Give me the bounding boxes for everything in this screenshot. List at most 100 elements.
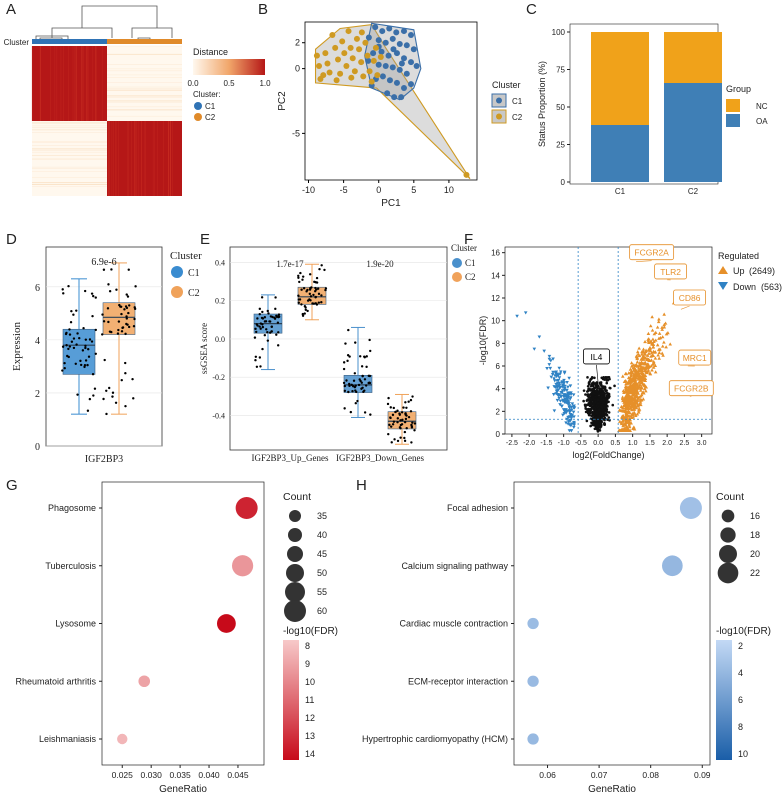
box-c1-0-point bbox=[260, 296, 264, 299]
box-c2-1-point bbox=[413, 429, 416, 432]
pca-point-c1 bbox=[398, 60, 405, 67]
box-c2-1-point bbox=[398, 426, 402, 429]
box-c1-point bbox=[61, 369, 64, 372]
dot-4 bbox=[117, 733, 128, 745]
box-c1-0-point bbox=[277, 331, 280, 334]
box-c1-0-point bbox=[274, 296, 277, 299]
volcano-point-up bbox=[631, 388, 636, 392]
volcano-point-ns bbox=[595, 419, 599, 422]
pca-point-c1 bbox=[386, 77, 393, 84]
cluster-bar-c2 bbox=[107, 39, 182, 44]
volcano-point-ns bbox=[609, 386, 612, 390]
pca-point-c1 bbox=[408, 31, 415, 38]
box-c2-0-point bbox=[314, 296, 317, 299]
dot-3 bbox=[138, 675, 151, 688]
volcano-point-up bbox=[644, 348, 648, 352]
volcano-point-up bbox=[636, 404, 641, 408]
box-c1-point bbox=[67, 347, 70, 351]
box-c2-point bbox=[131, 377, 134, 381]
box-c1-0-point bbox=[276, 344, 280, 347]
volcano-point-ns bbox=[605, 394, 609, 398]
box-c2-1-point bbox=[391, 413, 395, 417]
box-c2-point bbox=[124, 372, 127, 375]
volcano-point-ns bbox=[611, 403, 615, 407]
volcano-point-up bbox=[660, 335, 665, 339]
volcano-point-down bbox=[569, 392, 573, 397]
category-label: Hypertrophic cardiomyopathy (HCM) bbox=[362, 734, 508, 744]
box-c2-0-point bbox=[308, 292, 312, 296]
volcano-point-up bbox=[622, 398, 627, 402]
volcano-point-ns bbox=[582, 389, 586, 392]
volcano-point-ns bbox=[598, 429, 602, 432]
box-c1-0-point bbox=[261, 325, 265, 329]
volcano-point-up bbox=[641, 397, 646, 401]
legend-dot-c1 bbox=[171, 266, 183, 278]
pca-point-c1 bbox=[378, 48, 385, 55]
volcano-point-ns bbox=[592, 391, 595, 395]
box-c1-0-point bbox=[255, 330, 258, 334]
x-tick-label: 0.030 bbox=[141, 770, 163, 780]
box-c2-1-point bbox=[409, 398, 413, 402]
volcano-point-up bbox=[638, 398, 642, 402]
volcano-point-up bbox=[635, 376, 640, 380]
legend-label: C1 bbox=[188, 268, 200, 279]
box-c1-1-point bbox=[343, 389, 347, 393]
volcano-point-up bbox=[622, 390, 626, 394]
box-c2-point bbox=[125, 315, 128, 318]
legend-label: C1 bbox=[465, 258, 476, 268]
box-c1-point bbox=[82, 327, 85, 330]
box-c1-point bbox=[86, 409, 90, 412]
box-c1-1-point bbox=[360, 387, 363, 390]
volcano-point-up bbox=[628, 390, 633, 394]
box-c2-0-point bbox=[301, 312, 304, 316]
box-c1-0-point bbox=[258, 325, 261, 328]
y-tick-label: 10 bbox=[491, 317, 500, 326]
box-c2-point bbox=[124, 404, 127, 408]
pca-point-c2 bbox=[377, 53, 384, 60]
volcano-point-ns bbox=[597, 416, 601, 419]
box-c2-point bbox=[132, 325, 136, 328]
pca-point-c2 bbox=[332, 44, 339, 51]
pca-point-c2 bbox=[339, 38, 346, 45]
volcano-point-down bbox=[567, 402, 571, 406]
box-c2-1-point bbox=[413, 422, 417, 425]
box-c1-1-point bbox=[354, 341, 357, 344]
x-tick-label: 1.0 bbox=[628, 440, 638, 447]
volcano-point-up bbox=[648, 345, 652, 350]
y-tick-label: -5 bbox=[292, 128, 300, 138]
box-c1-point bbox=[76, 332, 79, 335]
volcano-point-ns bbox=[605, 381, 609, 385]
fdr-legend-title: -log10(FDR) bbox=[716, 626, 771, 637]
pca-point-c2 bbox=[360, 73, 367, 80]
y-tick-label: 0.4 bbox=[215, 258, 225, 267]
box-c1-point bbox=[84, 344, 87, 348]
volcano-point-ns bbox=[589, 402, 593, 406]
volcano-point-down bbox=[564, 411, 568, 415]
volcano-point-up bbox=[660, 351, 665, 355]
box-c1-point bbox=[65, 344, 68, 347]
volcano-point-down bbox=[564, 393, 568, 397]
distance-tick: 0.0 bbox=[187, 79, 199, 88]
pca-point-c1 bbox=[408, 81, 415, 88]
box-c2-point bbox=[120, 378, 123, 382]
volcano-point-up bbox=[629, 372, 634, 376]
box-c1-1-point bbox=[363, 378, 367, 381]
volcano-point-up bbox=[639, 384, 644, 389]
fdr-tick: 13 bbox=[305, 731, 315, 741]
volcano-point-down bbox=[554, 370, 559, 374]
volcano-point-down bbox=[554, 389, 559, 393]
x-tick-label: -10 bbox=[302, 185, 315, 195]
volcano-point-up bbox=[631, 368, 636, 372]
box-c1-point bbox=[67, 284, 70, 288]
box-c1-1-point bbox=[352, 379, 356, 382]
box-c1-point bbox=[79, 359, 82, 363]
box-c2-point bbox=[108, 290, 112, 293]
volcano-point-ns bbox=[592, 388, 596, 391]
box-c1-point bbox=[75, 343, 78, 346]
volcano-point-ns bbox=[601, 392, 605, 395]
volcano-point-ns bbox=[593, 398, 597, 401]
pca-point-c2 bbox=[370, 57, 377, 64]
box-c2-1-point bbox=[403, 430, 407, 434]
y-tick-label: 0 bbox=[561, 178, 566, 187]
volcano-point-up bbox=[635, 350, 640, 354]
